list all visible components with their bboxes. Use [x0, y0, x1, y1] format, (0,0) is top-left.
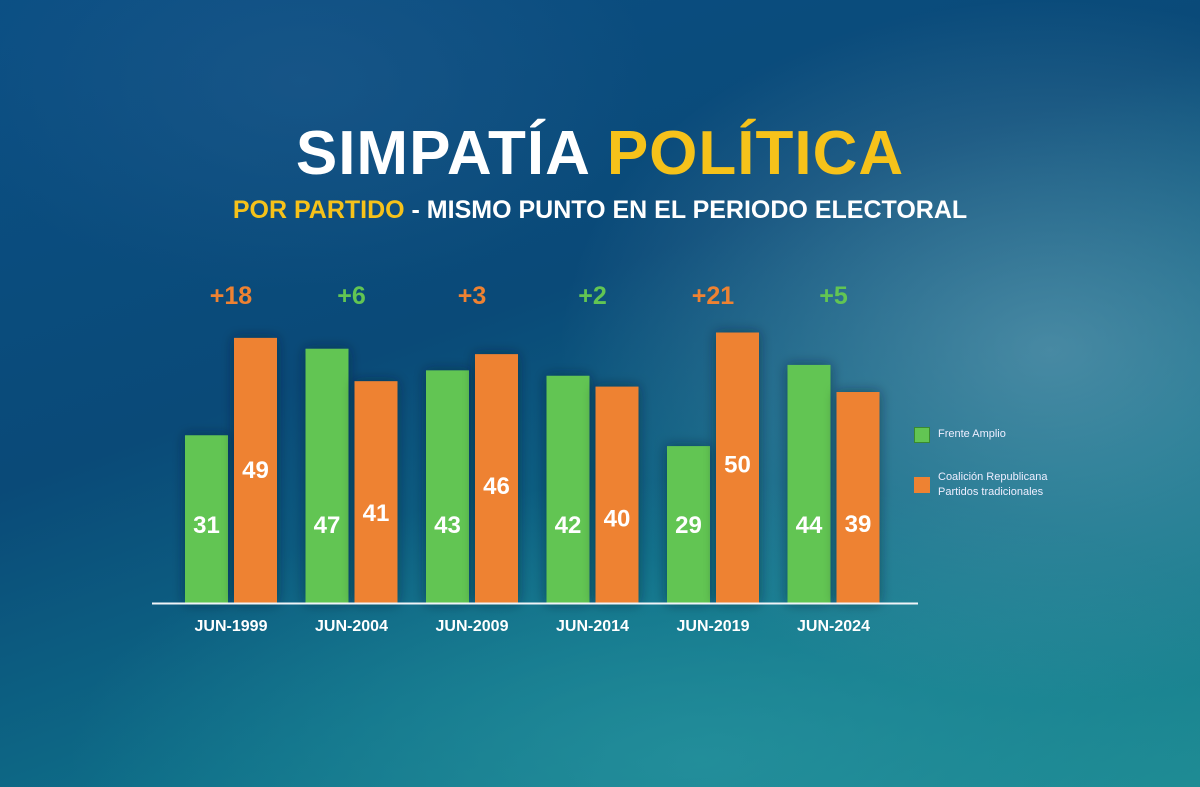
difference-label: +5 — [819, 282, 848, 310]
data-label: 50 — [724, 452, 751, 479]
legend-label-coalicion-line2: Partidos tradicionales — [938, 486, 1044, 498]
legend-label-coalicion-line1: Coalición Republicana — [938, 471, 1048, 483]
data-label: 40 — [604, 506, 631, 533]
bar-coalicion — [836, 392, 880, 603]
bar-coalicion — [716, 332, 759, 603]
data-label: 47 — [314, 512, 341, 539]
data-label: 39 — [845, 511, 872, 538]
data-label: 31 — [193, 512, 220, 539]
bar-frente-amplio — [546, 375, 590, 603]
bar-frente-amplio — [667, 446, 710, 603]
difference-label: +6 — [337, 282, 366, 310]
legend: Frente Amplio Coalición Republicana Part… — [914, 425, 1114, 498]
bar-frente-amplio — [787, 364, 831, 603]
subtitle-yellow: POR PARTIDO — [232, 196, 405, 224]
data-label: 49 — [242, 457, 269, 484]
bar-frente-amplio — [305, 348, 349, 603]
data-label: 46 — [483, 473, 510, 500]
difference-label: +21 — [692, 282, 735, 310]
data-label: 43 — [434, 512, 461, 539]
bar-coalicion — [595, 386, 639, 603]
x-tick-label: JUN-2019 — [677, 618, 750, 635]
x-tick-label: JUN-2024 — [797, 618, 870, 635]
subtitle-white: - MISMO PUNTO EN EL PERIODO ELECTORAL — [404, 196, 968, 224]
title-yellow: POLÍTICA — [606, 119, 905, 188]
data-label: 41 — [363, 500, 390, 527]
difference-label: +18 — [210, 282, 253, 310]
bar-frente-amplio — [185, 435, 228, 603]
x-tick-label: JUN-2014 — [556, 618, 629, 635]
x-tick-label: JUN-2009 — [436, 618, 509, 635]
x-tick-label: JUN-2004 — [315, 618, 388, 635]
bar-frente-amplio — [426, 370, 469, 603]
difference-label: +3 — [458, 282, 487, 310]
difference-label: +2 — [578, 282, 607, 310]
chart-title: SIMPATÍA POLÍTICA — [0, 118, 1200, 189]
x-tick-label: JUN-1999 — [195, 618, 268, 635]
data-label: 44 — [796, 512, 823, 539]
title-white: SIMPATÍA — [295, 119, 589, 188]
bar-coalicion — [354, 381, 398, 603]
legend-swatch-coalicion — [914, 477, 930, 493]
bar-coalicion — [234, 337, 277, 603]
legend-swatch-frente-amplio — [914, 427, 930, 443]
data-label: 29 — [675, 512, 702, 539]
chart-subtitle: POR PARTIDO - MISMO PUNTO EN EL PERIODO … — [0, 196, 1200, 225]
data-label: 42 — [555, 512, 582, 539]
legend-label-frente-amplio: Frente Amplio — [938, 428, 1006, 440]
bar-coalicion — [475, 354, 518, 603]
